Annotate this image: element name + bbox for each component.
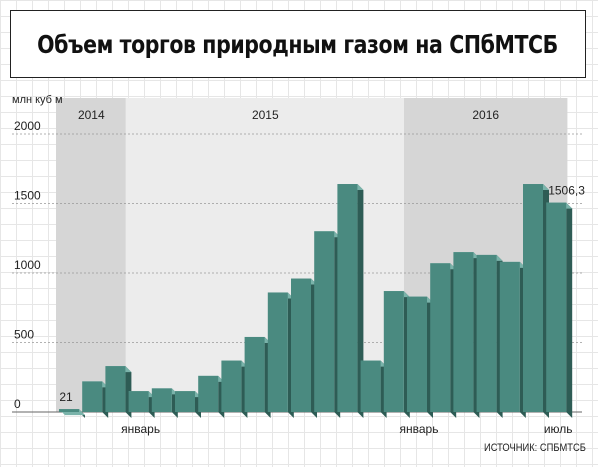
bar bbox=[175, 391, 195, 412]
bar bbox=[383, 291, 404, 412]
y-tick-label: 1500 bbox=[14, 189, 41, 203]
period-label: 2016 bbox=[472, 108, 499, 122]
x-tick-label: январь bbox=[121, 422, 160, 436]
bar bbox=[407, 296, 427, 412]
bar bbox=[59, 409, 79, 412]
bar bbox=[430, 263, 451, 412]
source-note: ИСТОЧНИК: СПБМТСБ bbox=[484, 442, 586, 454]
title-box: Объем торгов природным газом на СПбМТСБ bbox=[10, 10, 586, 78]
bar bbox=[314, 231, 335, 412]
y-tick-label: 2000 bbox=[14, 119, 41, 133]
bar bbox=[337, 184, 358, 412]
bar bbox=[128, 391, 149, 412]
period-label: 2015 bbox=[252, 108, 279, 122]
y-axis-unit: млн куб м bbox=[12, 94, 63, 106]
bar bbox=[198, 375, 219, 412]
bar bbox=[499, 261, 520, 412]
bar bbox=[267, 292, 288, 412]
x-tick-label: январь bbox=[400, 422, 439, 436]
bar bbox=[523, 184, 543, 412]
bar bbox=[546, 202, 567, 412]
x-tick-label: июль bbox=[544, 422, 573, 436]
chart-title: Объем торгов природным газом на СПбМТСБ bbox=[37, 29, 559, 59]
bar bbox=[151, 388, 172, 412]
bar bbox=[105, 366, 126, 412]
bar bbox=[221, 360, 242, 412]
bar-side bbox=[566, 202, 573, 418]
bar bbox=[291, 278, 311, 412]
bar bbox=[82, 381, 103, 412]
y-tick-label: 0 bbox=[14, 397, 21, 411]
period-label: 2014 bbox=[78, 108, 105, 122]
bar bbox=[244, 336, 265, 412]
bar bbox=[453, 252, 474, 412]
bar-side bbox=[357, 184, 364, 418]
y-tick-label: 500 bbox=[14, 328, 34, 342]
bar bbox=[476, 254, 497, 412]
period-band bbox=[56, 98, 127, 412]
data-label: 1506,3 bbox=[548, 184, 585, 198]
bar bbox=[360, 360, 381, 412]
data-label: 21 bbox=[59, 390, 73, 404]
y-tick-label: 1000 bbox=[14, 258, 41, 272]
